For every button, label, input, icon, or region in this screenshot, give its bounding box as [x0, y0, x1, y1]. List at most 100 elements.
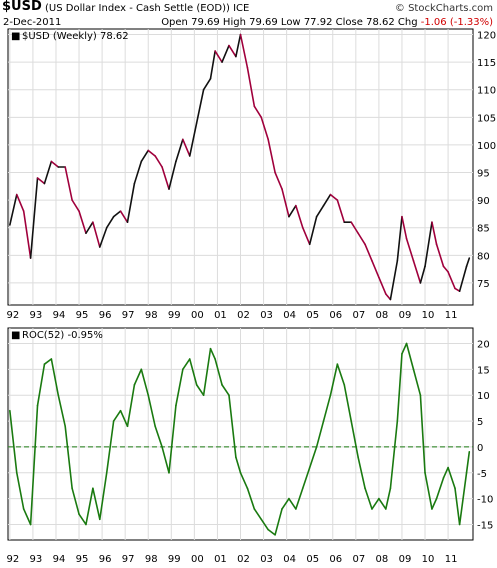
x-tick-label: 96: [99, 310, 112, 321]
series-segment: [202, 77, 212, 91]
y-tick-label: 105: [477, 113, 496, 124]
x-tick-label: 94: [53, 554, 66, 565]
x-tick-label: 95: [76, 554, 89, 565]
x-tick-label: 02: [237, 310, 250, 321]
series-segment: [336, 363, 346, 386]
series-segment: [301, 466, 311, 490]
series-segment: [188, 122, 198, 157]
series-segment: [126, 384, 136, 428]
series-segment: [389, 420, 399, 490]
series-segment: [322, 193, 332, 207]
series-segment: [371, 497, 380, 510]
series-segment: [43, 358, 53, 365]
series-segment: [301, 226, 311, 246]
close-label: Close: [335, 17, 363, 28]
series-segment: [329, 363, 339, 397]
x-tick-label: 02: [237, 554, 250, 565]
series-segment: [253, 508, 263, 521]
x-tick-label: 93: [30, 310, 43, 321]
series-segment: [336, 199, 346, 223]
x-tick-label: 11: [445, 554, 458, 565]
series-segment: [78, 513, 87, 526]
series-segment: [364, 243, 373, 262]
x-tick-label: 98: [145, 554, 158, 565]
y-tick-label: 0: [477, 443, 483, 454]
low-label: Low: [280, 17, 301, 28]
series-segment: [161, 446, 170, 474]
x-tick-label: 99: [168, 554, 181, 565]
series-segment: [431, 497, 438, 510]
series-segment: [447, 271, 456, 290]
series-segment: [371, 260, 380, 279]
series-segment: [396, 215, 403, 262]
y-tick-label: 110: [477, 86, 496, 97]
y-tick-label: 15: [477, 365, 490, 376]
series-segment: [253, 105, 263, 119]
series-segment: [119, 210, 129, 223]
open-value: 79.69: [191, 17, 220, 28]
x-tick-label: 97: [122, 310, 135, 321]
x-tick-label: 95: [76, 310, 89, 321]
x-tick-label: 96: [99, 554, 112, 565]
series-segment: [389, 260, 399, 301]
series-segment: [126, 182, 136, 223]
x-tick-label: 05: [306, 310, 319, 321]
series-segment: [396, 353, 403, 422]
panel-2: 92 93 94 95 96 97 98 99 00 01 02 03 04 05 06 07 08 09 10 11…: [6, 327, 493, 565]
series-segment: [29, 404, 39, 526]
series-segment: [401, 342, 408, 355]
series-segment: [454, 287, 461, 293]
series-segment: [209, 50, 216, 80]
series-segment: [260, 116, 269, 141]
series-segment: [385, 487, 392, 510]
legend-label: $USD (Weekly) 78.62: [22, 31, 129, 42]
series-segment: [182, 358, 191, 371]
series-segment: [308, 446, 318, 469]
series-segment: [350, 221, 359, 235]
symbol-title: $USD: [2, 0, 42, 14]
x-tick-label: 03: [260, 554, 273, 565]
series-segment: [419, 265, 426, 284]
series-segment: [431, 221, 438, 246]
series-segment: [228, 44, 237, 58]
series-segment: [15, 471, 25, 510]
series-segment: [85, 487, 94, 526]
series-segment: [64, 166, 73, 201]
series-segment: [22, 508, 32, 526]
series-segment: [182, 138, 191, 157]
series-segment: [15, 193, 25, 212]
series-segment: [442, 466, 449, 479]
series-segment: [105, 420, 115, 474]
series-segment: [140, 368, 150, 397]
series-segment: [195, 88, 205, 124]
y-tick-label: 115: [477, 58, 496, 69]
x-tick-label: 09: [399, 310, 412, 321]
series-segment: [357, 456, 366, 490]
series-segment: [99, 471, 108, 521]
series-segment: [214, 50, 223, 63]
series-segment: [29, 177, 39, 259]
x-tick-label: 97: [122, 554, 135, 565]
series-segment: [385, 293, 392, 301]
series-segment: [260, 518, 269, 531]
series-segment: [424, 471, 433, 510]
legend-label: ROC(52) -0.95%: [22, 330, 103, 341]
series-segment: [133, 160, 143, 185]
series-segment: [221, 384, 230, 397]
series-segment: [235, 456, 242, 474]
series-segment: [99, 226, 108, 248]
series-segment: [454, 487, 461, 526]
series-segment: [112, 409, 122, 422]
series-segment: [92, 487, 101, 521]
y-tick-label: -10: [477, 495, 493, 506]
series-segment: [378, 497, 387, 510]
series-segment: [315, 420, 325, 448]
series-segment: [246, 66, 256, 108]
x-tick-label: 00: [191, 310, 204, 321]
series-segment: [419, 394, 426, 474]
x-tick-label: 03: [260, 310, 273, 321]
y-tick-label: 10: [477, 391, 490, 402]
series-segment: [57, 394, 67, 428]
y-tick-label: 95: [477, 169, 490, 180]
